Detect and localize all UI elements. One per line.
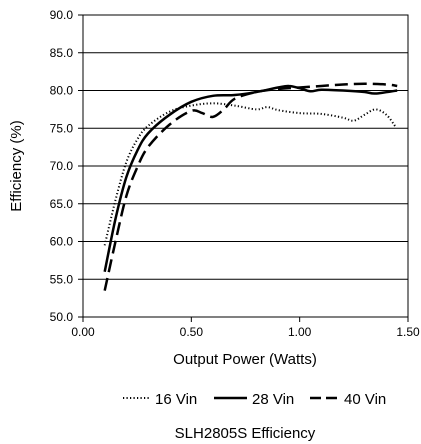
y-tick-label: 90.0 (50, 8, 74, 22)
y-axis-ticks: 50.0 55.0 60.0 65.0 70.0 75.0 80.0 85.0 90.0 (50, 8, 83, 324)
y-tick-label: 65.0 (50, 197, 74, 211)
legend-label-16vin: 16 Vin (155, 391, 197, 408)
series-line-40-vin (103, 82, 398, 291)
legend-label-40vin: 40 Vin (344, 391, 386, 408)
x-tick-label: 0.50 (180, 325, 204, 339)
legend-label-28vin: 28 Vin (252, 391, 294, 408)
chart-title: SLH2805S Efficiency (175, 425, 316, 442)
x-axis-ticks: 0.00 0.50 1.00 1.50 (71, 317, 420, 339)
x-axis-title: Output Power (Watts) (173, 351, 317, 368)
x-tick-label: 0.00 (71, 325, 95, 339)
x-tick-label: 1.50 (396, 325, 420, 339)
y-tick-label: 55.0 (50, 272, 74, 286)
y-tick-label: 75.0 (50, 121, 74, 135)
series-line-16-vin (103, 102, 396, 246)
grid-lines (83, 52, 408, 280)
series-line-28-vin (103, 84, 398, 272)
y-tick-label: 60.0 (50, 235, 74, 249)
x-tick-label: 1.00 (288, 325, 312, 339)
legend: 16 Vin 28 Vin 40 Vin (123, 391, 386, 408)
y-axis-title: Efficiency (%) (8, 120, 25, 211)
series-layer (103, 82, 398, 291)
y-tick-label: 80.0 (50, 84, 74, 98)
y-tick-label: 70.0 (50, 159, 74, 173)
y-tick-label: 85.0 (50, 46, 74, 60)
y-tick-label: 50.0 (50, 310, 74, 324)
